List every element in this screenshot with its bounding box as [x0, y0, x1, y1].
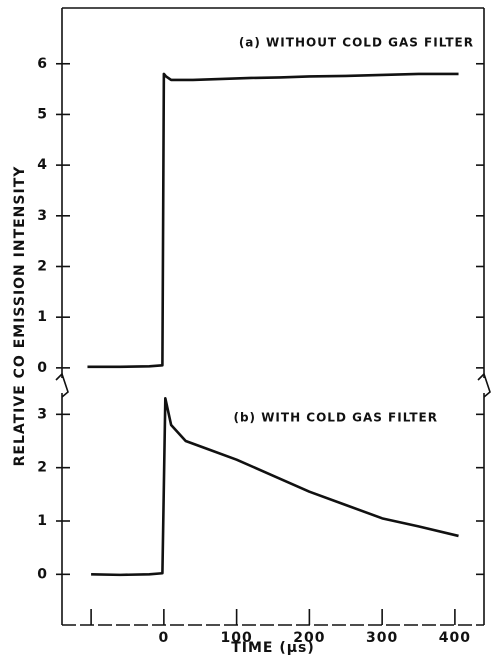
axis-break: [477, 372, 491, 398]
x-axis-label: TIME (µs): [231, 640, 315, 656]
y-axis-label: RELATIVE CO EMISSION INTENSITY: [12, 166, 28, 467]
y-tick-label: 0: [37, 566, 48, 582]
x-tick-label: 400: [439, 630, 471, 646]
y-tick-label: 1: [37, 513, 48, 529]
y-tick-label: 1: [37, 309, 48, 325]
y-tick-label: 6: [37, 56, 48, 72]
y-tick-label: 3: [37, 406, 48, 422]
y-tick-label: 5: [37, 106, 48, 122]
y-tick-label: 2: [37, 460, 48, 476]
data-line: [91, 397, 459, 577]
annotation: (a) WITHOUT COLD GAS FILTER: [239, 36, 474, 50]
x-tick-label: 100: [221, 630, 253, 646]
y-tick-label: 0: [37, 360, 48, 376]
data-line: [87, 72, 459, 369]
axis-break: [55, 372, 69, 398]
x-tick-label: 0: [158, 630, 169, 646]
annotation: (b) WITH COLD GAS FILTER: [233, 411, 438, 425]
y-tick-label: 2: [37, 258, 48, 274]
y-tick-label: 4: [37, 157, 48, 173]
x-tick-label: 300: [366, 630, 398, 646]
x-tick-label: 200: [293, 630, 325, 646]
y-tick-label: 3: [37, 208, 48, 224]
